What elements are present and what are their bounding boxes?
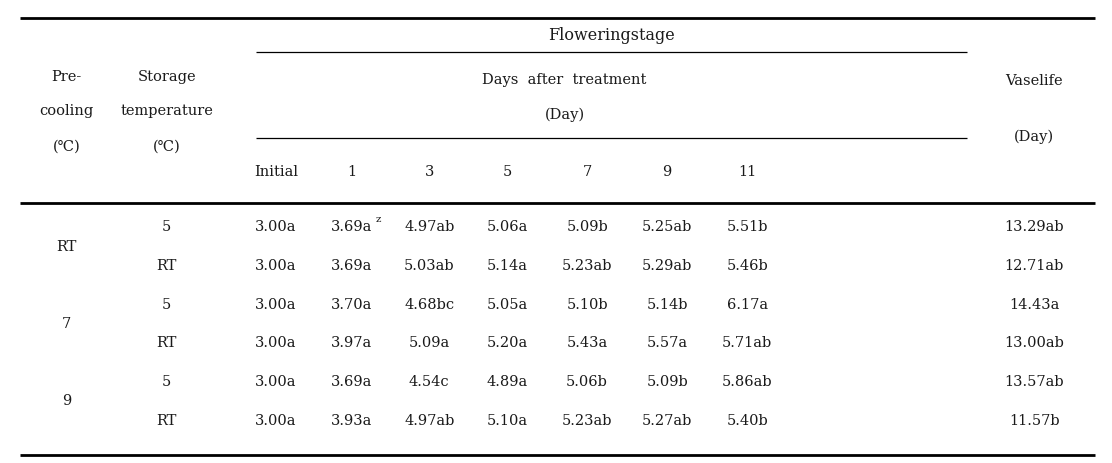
Text: 4.97ab: 4.97ab bbox=[404, 413, 455, 427]
Text: 9: 9 bbox=[663, 164, 672, 178]
Text: 4.89a: 4.89a bbox=[486, 374, 528, 388]
Text: 13.57ab: 13.57ab bbox=[1004, 374, 1064, 388]
Text: 3.00a: 3.00a bbox=[255, 220, 297, 234]
Text: Initial: Initial bbox=[254, 164, 298, 178]
Text: 3.97a: 3.97a bbox=[330, 336, 373, 350]
Text: 5.29ab: 5.29ab bbox=[642, 258, 693, 273]
Text: Floweringstage: Floweringstage bbox=[548, 27, 675, 44]
Text: 5.05a: 5.05a bbox=[486, 297, 528, 311]
Text: 7: 7 bbox=[62, 316, 71, 331]
Text: (Day): (Day) bbox=[1014, 129, 1054, 144]
Text: Storage: Storage bbox=[138, 69, 196, 83]
Text: RT: RT bbox=[157, 258, 177, 273]
Text: 13.00ab: 13.00ab bbox=[1004, 336, 1064, 350]
Text: 3: 3 bbox=[425, 164, 434, 178]
Text: 5.71ab: 5.71ab bbox=[722, 336, 773, 350]
Text: 3.00a: 3.00a bbox=[255, 258, 297, 273]
Text: 7: 7 bbox=[583, 164, 592, 178]
Text: z: z bbox=[376, 214, 381, 223]
Text: 3.00a: 3.00a bbox=[255, 336, 297, 350]
Text: 5.09b: 5.09b bbox=[646, 374, 688, 388]
Text: 3.00a: 3.00a bbox=[255, 297, 297, 311]
Text: (℃): (℃) bbox=[53, 139, 80, 153]
Text: 5.10a: 5.10a bbox=[487, 413, 527, 427]
Text: 5: 5 bbox=[162, 297, 171, 311]
Text: 5.14b: 5.14b bbox=[646, 297, 688, 311]
Text: 5.06b: 5.06b bbox=[566, 374, 608, 388]
Text: Days  after  treatment: Days after treatment bbox=[483, 73, 647, 87]
Text: 5.09b: 5.09b bbox=[566, 220, 608, 234]
Text: 5.57a: 5.57a bbox=[647, 336, 687, 350]
Text: 3.69a: 3.69a bbox=[330, 374, 373, 388]
Text: 6.17a: 6.17a bbox=[727, 297, 767, 311]
Text: 11: 11 bbox=[738, 164, 756, 178]
Text: 3.70a: 3.70a bbox=[330, 297, 373, 311]
Text: 5.43a: 5.43a bbox=[566, 336, 608, 350]
Text: 4.54c: 4.54c bbox=[409, 374, 449, 388]
Text: (Day): (Day) bbox=[545, 107, 585, 122]
Text: 5.27ab: 5.27ab bbox=[642, 413, 693, 427]
Text: Pre-: Pre- bbox=[51, 69, 82, 83]
Text: 14.43a: 14.43a bbox=[1009, 297, 1060, 311]
Text: RT: RT bbox=[157, 336, 177, 350]
Text: 5.09a: 5.09a bbox=[408, 336, 450, 350]
Text: 3.00a: 3.00a bbox=[255, 374, 297, 388]
Text: RT: RT bbox=[57, 239, 77, 253]
Text: temperature: temperature bbox=[120, 104, 214, 118]
Text: 5.86ab: 5.86ab bbox=[722, 374, 773, 388]
Text: 5: 5 bbox=[503, 164, 512, 178]
Text: 12.71ab: 12.71ab bbox=[1004, 258, 1064, 273]
Text: 9: 9 bbox=[62, 394, 71, 407]
Text: 5.40b: 5.40b bbox=[726, 413, 768, 427]
Text: 4.97ab: 4.97ab bbox=[404, 220, 455, 234]
Text: Vaselife: Vaselife bbox=[1005, 74, 1063, 88]
Text: 5.10b: 5.10b bbox=[566, 297, 608, 311]
Text: 5: 5 bbox=[162, 220, 171, 234]
Text: 5.23ab: 5.23ab bbox=[562, 413, 613, 427]
Text: 5.20a: 5.20a bbox=[486, 336, 528, 350]
Text: 5.03ab: 5.03ab bbox=[404, 258, 455, 273]
Text: 3.00a: 3.00a bbox=[255, 413, 297, 427]
Text: 5.06a: 5.06a bbox=[486, 220, 528, 234]
Text: (℃): (℃) bbox=[153, 139, 180, 153]
Text: 3.93a: 3.93a bbox=[330, 413, 373, 427]
Text: 4.68bc: 4.68bc bbox=[404, 297, 455, 311]
Text: cooling: cooling bbox=[40, 104, 93, 118]
Text: 13.29ab: 13.29ab bbox=[1004, 220, 1064, 234]
Text: 11.57b: 11.57b bbox=[1009, 413, 1060, 427]
Text: 1: 1 bbox=[347, 164, 356, 178]
Text: 5: 5 bbox=[162, 374, 171, 388]
Text: 5.14a: 5.14a bbox=[487, 258, 527, 273]
Text: 3.69a: 3.69a bbox=[330, 258, 373, 273]
Text: RT: RT bbox=[157, 413, 177, 427]
Text: 5.46b: 5.46b bbox=[726, 258, 768, 273]
Text: 3.69a: 3.69a bbox=[330, 220, 373, 234]
Text: 5.25ab: 5.25ab bbox=[642, 220, 693, 234]
Text: 5.51b: 5.51b bbox=[726, 220, 768, 234]
Text: 5.23ab: 5.23ab bbox=[562, 258, 613, 273]
